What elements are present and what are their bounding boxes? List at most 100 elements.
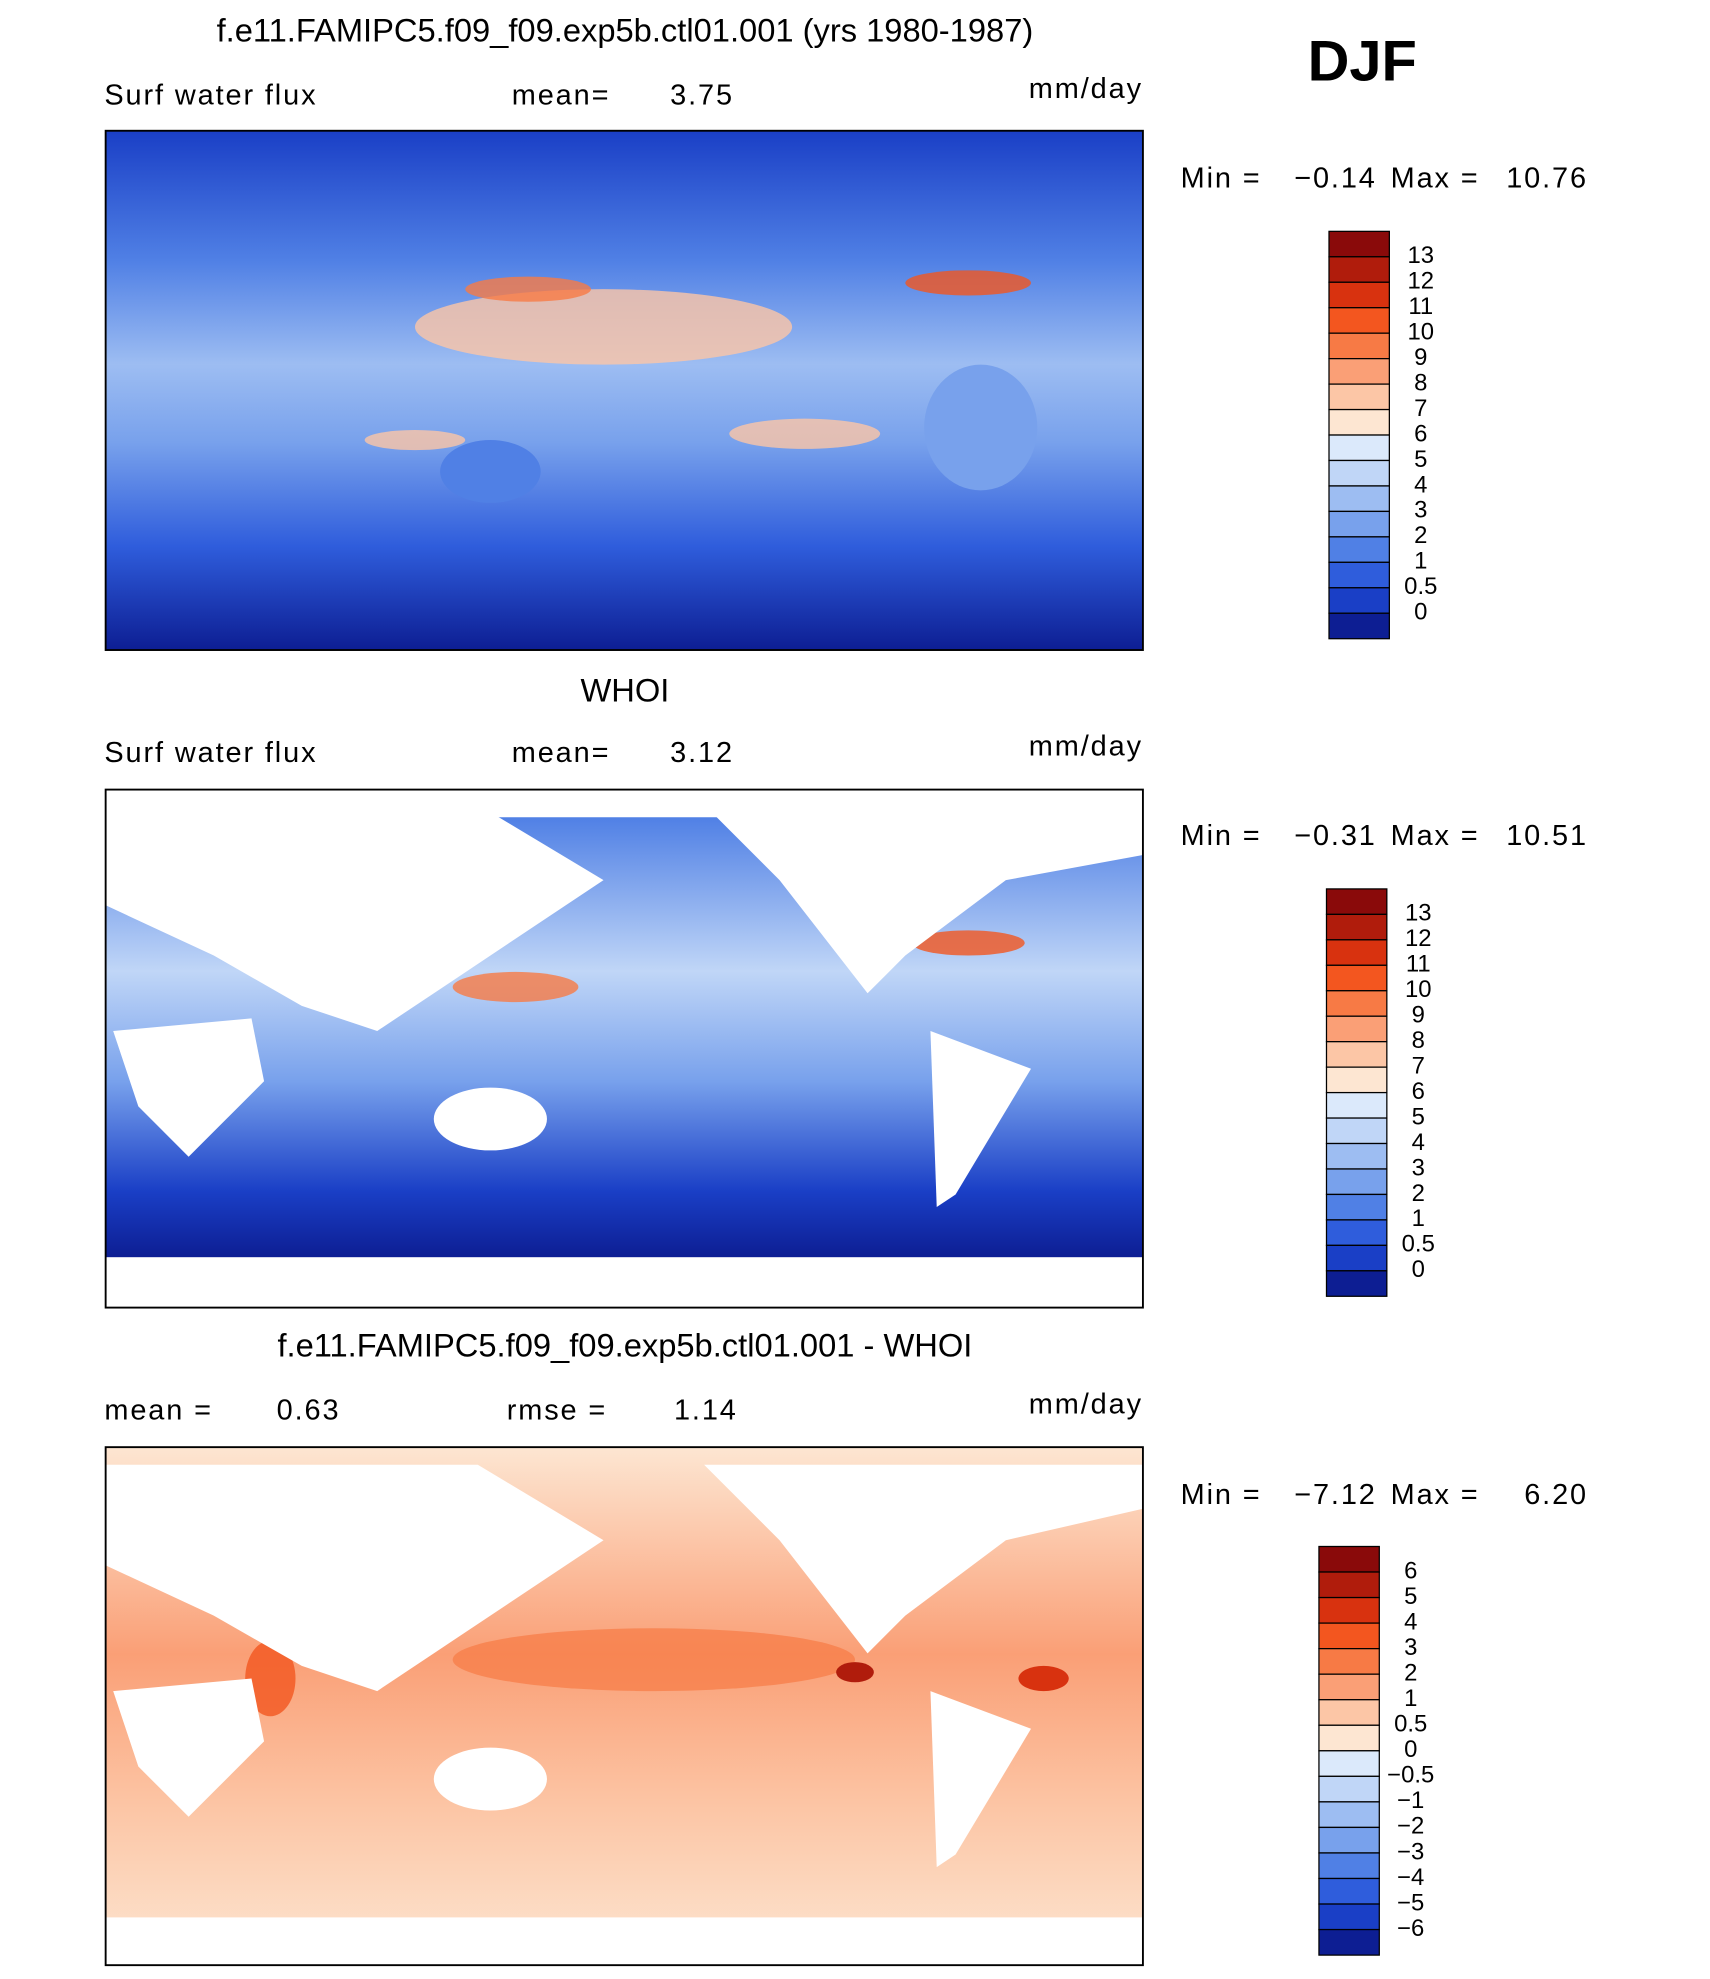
colorbar-label: −0.5 (1387, 1762, 1434, 1789)
colorbar-box (1328, 587, 1390, 614)
colorbar-box (1318, 1826, 1380, 1854)
colorbar-label: 3 (1404, 1634, 1417, 1661)
colorbar-label: 3 (1412, 1154, 1425, 1181)
units: mm/day (1029, 731, 1143, 763)
colorbar-box (1325, 1117, 1388, 1145)
colorbar-box (1318, 1571, 1380, 1599)
colorbar-box (1325, 1244, 1388, 1272)
colorbar-label: 6 (1404, 1557, 1417, 1584)
mean-value: 3.75 (670, 79, 734, 111)
colorbar-label: 2 (1412, 1180, 1425, 1207)
colorbar-label: 10 (1408, 318, 1435, 345)
min-label: Min = (1181, 162, 1262, 194)
panel-title: f.e11.FAMIPC5.f09_f09.exp5b.ctl01.001 (y… (217, 11, 1034, 48)
colorbar-box (1325, 1041, 1388, 1068)
colorbar-label: 4 (1414, 471, 1427, 498)
mean-label: mean = (104, 1395, 213, 1427)
colorbar-label: 11 (1406, 951, 1431, 978)
colorbar-box (1325, 964, 1388, 992)
colorbar-box (1318, 1801, 1380, 1829)
colorbar-label: 1 (1404, 1685, 1417, 1712)
colorbar-box (1325, 1193, 1388, 1221)
colorbar-label: 13 (1405, 900, 1432, 927)
colorbar-box (1318, 1775, 1380, 1803)
colorbar-label: −1 (1397, 1787, 1424, 1814)
colorbar-label: 5 (1404, 1583, 1417, 1610)
colorbar-box (1318, 1596, 1380, 1624)
colorbar-box (1328, 510, 1390, 538)
map (104, 788, 1144, 1309)
colorbar-label: 4 (1404, 1608, 1417, 1635)
colorbar-box (1325, 888, 1388, 916)
variable-label: Surf water flux (104, 737, 317, 769)
colorbar-box (1325, 939, 1388, 966)
max-label: Max = (1391, 162, 1480, 194)
colorbar-label: 13 (1408, 242, 1435, 269)
mean-label: mean= (512, 737, 611, 769)
colorbar-box (1318, 1877, 1380, 1905)
mean-value: 0.63 (277, 1395, 341, 1427)
colorbar-label: 2 (1404, 1659, 1417, 1686)
colorbar-label: 6 (1414, 420, 1427, 447)
colorbar-box (1328, 307, 1390, 334)
colorbar-box (1318, 1545, 1380, 1573)
colorbar-label: 5 (1412, 1103, 1425, 1130)
min-value: −7.12 (1294, 1479, 1377, 1511)
colorbar-box (1328, 612, 1390, 640)
max-value: 6.20 (1524, 1479, 1588, 1511)
colorbar-label: 0.5 (1402, 1231, 1435, 1258)
colorbar-box (1325, 990, 1388, 1017)
colorbar-label: −2 (1397, 1813, 1424, 1840)
min-value: −0.31 (1294, 820, 1377, 852)
colorbar-label: 12 (1405, 925, 1432, 952)
colorbar-label: 8 (1414, 369, 1427, 396)
colorbar-label: 12 (1408, 268, 1435, 295)
colorbar-label: 7 (1414, 395, 1427, 422)
colorbar-box (1328, 230, 1390, 258)
colorbar-box (1318, 1724, 1380, 1752)
colorbar-box (1328, 408, 1390, 436)
colorbar-label: 6 (1412, 1078, 1425, 1105)
units: mm/day (1029, 1388, 1143, 1420)
max-value: 10.76 (1506, 162, 1588, 194)
colorbar-box (1328, 358, 1390, 385)
colorbar-box (1318, 1699, 1380, 1726)
colorbar-label: −5 (1397, 1889, 1424, 1916)
colorbar-box (1318, 1622, 1380, 1650)
season-label: DJF (1308, 30, 1417, 94)
min-label: Min = (1181, 1479, 1262, 1511)
map (104, 1446, 1144, 1967)
colorbar-label: 9 (1412, 1002, 1425, 1029)
mean-label: mean= (512, 79, 611, 111)
colorbar-label: 0 (1404, 1736, 1417, 1763)
colorbar-box (1328, 459, 1390, 487)
colorbar-box (1325, 1270, 1388, 1297)
colorbar-box (1325, 1091, 1388, 1119)
panel-title: WHOI (580, 671, 669, 708)
colorbar-box (1328, 536, 1390, 563)
units: mm/day (1029, 73, 1143, 105)
variable-label: Surf water flux (104, 79, 317, 111)
max-value: 10.51 (1506, 820, 1588, 852)
colorbar-label: 5 (1414, 446, 1427, 473)
colorbar-box (1328, 281, 1390, 309)
colorbar-box (1318, 1648, 1380, 1675)
colorbar-label: 8 (1412, 1027, 1425, 1054)
colorbar-label: −3 (1397, 1838, 1424, 1865)
colorbar-box (1325, 1168, 1388, 1196)
map (104, 129, 1144, 651)
colorbar-box (1318, 1852, 1380, 1880)
min-value: −0.14 (1294, 162, 1377, 194)
colorbar-label: 1 (1412, 1205, 1425, 1232)
rmse-label: rmse = (507, 1395, 607, 1427)
colorbar-box (1328, 383, 1390, 411)
mean-value: 3.12 (670, 737, 734, 769)
max-label: Max = (1391, 820, 1480, 852)
max-label: Max = (1391, 1479, 1480, 1511)
colorbar-label: 4 (1412, 1129, 1425, 1156)
colorbar-box (1318, 1750, 1380, 1777)
colorbar-box (1328, 561, 1390, 589)
colorbar-label: 7 (1412, 1052, 1425, 1079)
